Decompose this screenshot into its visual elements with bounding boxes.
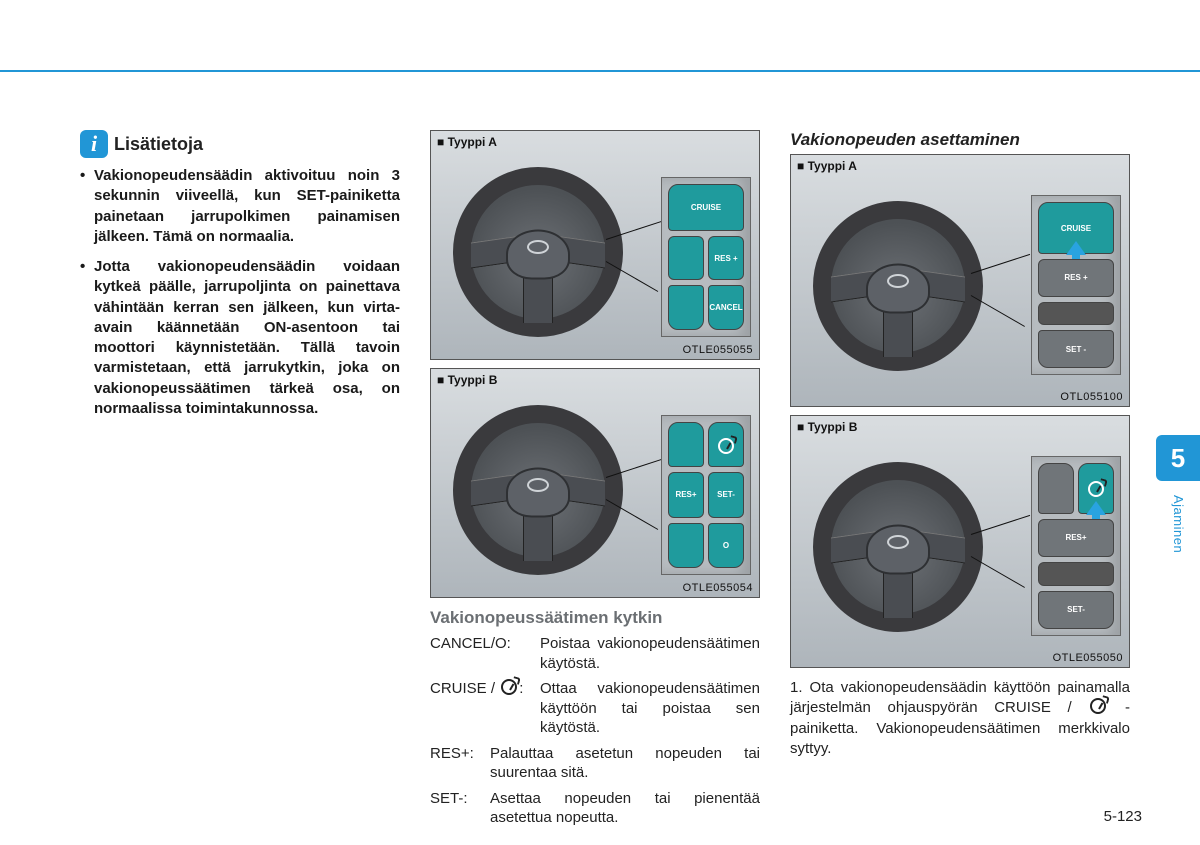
figure-label: ■ Tyyppi A	[437, 135, 497, 149]
definition-row: CRUISE / : Ottaa vakionopeudensäätimen k…	[430, 679, 760, 738]
definition-body: Poistaa vakionopeudensäätimen käytöstä.	[540, 634, 760, 673]
callout-lines-icon	[971, 534, 1036, 584]
figure-code: OTL055100	[1060, 391, 1123, 403]
page-content: i Lisätietoja Vakionopeudensäädin aktivo…	[80, 130, 1130, 834]
cruise-button: CRUISE	[668, 184, 744, 231]
definition-row: CANCEL/O: Poistaa vakionopeudensäätimen …	[430, 634, 760, 673]
panel-button	[668, 285, 704, 330]
numbered-step: 1. Ota vakionopeudensäädin käyttöön pain…	[790, 678, 1130, 759]
o-button: O	[708, 523, 744, 568]
figure-code: OTLE055050	[1053, 652, 1123, 664]
panel-button	[668, 422, 704, 467]
info-heading: i Lisätietoja	[80, 130, 400, 158]
res-plus-button: RES +	[708, 236, 744, 281]
steering-wheel-icon	[453, 167, 623, 337]
button-panel: RES+ SET-	[1031, 456, 1121, 636]
button-panel: RES+ SET- O	[661, 415, 751, 575]
res-plus-button: RES+	[1038, 519, 1114, 557]
hyundai-logo-icon	[527, 240, 549, 254]
set-minus-button: SET -	[1038, 330, 1114, 368]
arrow-up-icon	[1066, 241, 1086, 255]
cruise-button-label: CRUISE	[1061, 224, 1091, 233]
figure-label: ■ Tyyppi A	[797, 159, 857, 173]
step-text-pre: 1. Ota vakionopeudensäädin käyttöön pain…	[790, 679, 1130, 716]
figure-label: ■ Tyyppi B	[437, 373, 497, 387]
definition-term: RES+:	[430, 744, 490, 783]
definition-term: CRUISE / :	[430, 679, 540, 738]
column-info: i Lisätietoja Vakionopeudensäädin aktivo…	[80, 130, 400, 834]
page-number: 5-123	[1104, 808, 1142, 825]
definition-row: SET-: Asettaa nopeuden tai pienentää ase…	[430, 789, 760, 828]
figure-type-a: ■ Tyyppi A CRUISE RES + CANCEL	[430, 130, 760, 360]
figure-type-b: ■ Tyyppi B RES+ SET-	[790, 415, 1130, 668]
figure-type-b: ■ Tyyppi B RES+ SET-	[430, 368, 760, 598]
hyundai-logo-icon	[887, 274, 909, 288]
res-plus-button: RES+	[668, 472, 704, 517]
cruise-button: CRUISE	[1038, 202, 1114, 254]
speedometer-icon	[1088, 481, 1104, 497]
speedo-button	[1078, 463, 1114, 514]
arrow-up-icon	[1086, 501, 1106, 515]
definition-body: Asettaa nopeuden tai pienentää asetettua…	[490, 789, 760, 828]
cancel-button: CANCEL	[708, 285, 744, 330]
chapter-number: 5	[1171, 443, 1185, 474]
speedometer-icon	[501, 679, 517, 695]
definition-term: CANCEL/O:	[430, 634, 540, 673]
set-minus-button: SET-	[708, 472, 744, 517]
speedo-button	[708, 422, 744, 467]
steering-wheel-icon	[453, 405, 623, 575]
speedometer-icon	[1090, 698, 1106, 714]
figure-code: OTLE055054	[683, 582, 753, 594]
steering-wheel-icon	[813, 201, 983, 371]
panel-button	[1038, 463, 1074, 514]
set-minus-button: SET-	[1038, 591, 1114, 629]
column-set-speed: Vakionopeuden asettaminen ■ Tyyppi A CRU…	[790, 130, 1130, 834]
definition-body: Palauttaa asetetun nopeuden tai suurenta…	[490, 744, 760, 783]
button-panel: CRUISE RES + SET -	[1031, 195, 1121, 375]
figure-code: OTLE055055	[683, 344, 753, 356]
panel-button	[668, 523, 704, 568]
info-icon: i	[80, 130, 108, 158]
toggle-button	[1038, 562, 1114, 586]
callout-lines-icon	[971, 273, 1036, 323]
chapter-label: Ajaminen	[1171, 495, 1186, 553]
toggle-button	[1038, 302, 1114, 325]
info-title: Lisätietoja	[114, 134, 203, 155]
info-bullet: Vakionopeudensäädin aktivoituu noin 3 se…	[94, 166, 400, 247]
column-switch: ■ Tyyppi A CRUISE RES + CANCEL	[430, 130, 760, 834]
button-panel: CRUISE RES + CANCEL	[661, 177, 751, 337]
figure-type-a: ■ Tyyppi A CRUISE RES + SET - OTL055100	[790, 154, 1130, 407]
hyundai-logo-icon	[887, 535, 909, 549]
definition-term: SET-:	[430, 789, 490, 828]
res-plus-button: RES +	[1038, 259, 1114, 297]
hyundai-logo-icon	[527, 478, 549, 492]
definition-row: RES+: Palauttaa asetetun nopeuden tai su…	[430, 744, 760, 783]
definition-body: Ottaa vakionopeudensäätimen käyttöön tai…	[540, 679, 760, 738]
info-bullet-list: Vakionopeudensäädin aktivoituu noin 3 se…	[80, 166, 400, 419]
info-bullet: Jotta vakionopeudensäädin voidaan kytkeä…	[94, 257, 400, 419]
top-divider	[0, 70, 1200, 72]
chapter-tab: 5	[1156, 435, 1200, 481]
steering-wheel-icon	[813, 462, 983, 632]
section-heading: Vakionopeussäätimen kytkin	[430, 608, 760, 628]
panel-button	[668, 236, 704, 281]
figure-label: ■ Tyyppi B	[797, 420, 857, 434]
